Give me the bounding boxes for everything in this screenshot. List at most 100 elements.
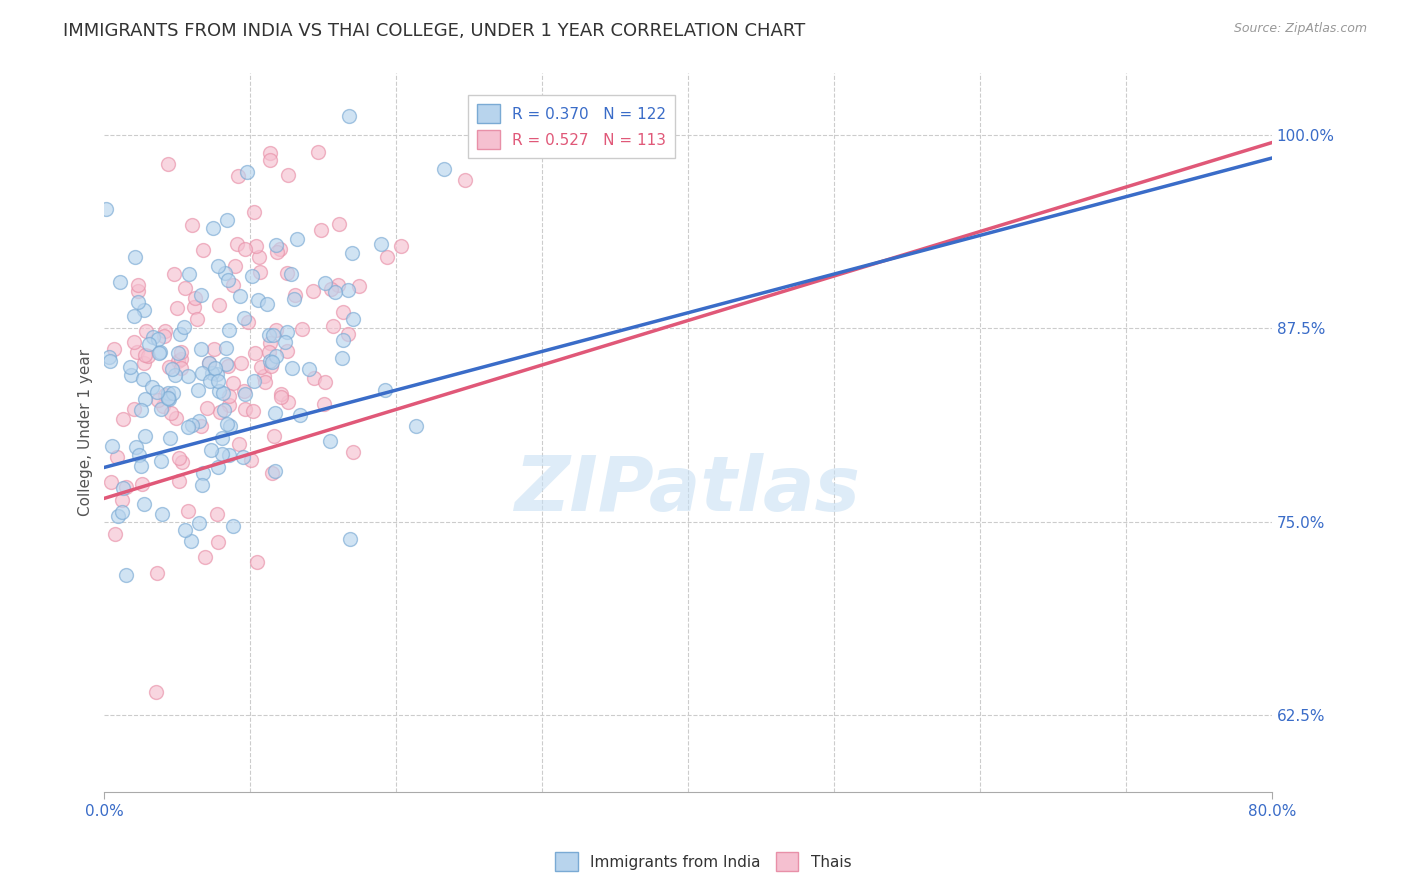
Point [181, 418, 204, 433]
Point [211, 385, 233, 400]
Point [207, 534, 229, 549]
Point [167, 354, 190, 368]
Point [243, 374, 266, 388]
Point [166, 346, 188, 360]
Point [146, 384, 169, 399]
Point [157, 391, 180, 405]
Point [122, 309, 145, 323]
Point [134, 392, 156, 406]
Point [314, 276, 336, 290]
Point [211, 432, 233, 446]
Point [156, 391, 179, 405]
Point [193, 466, 215, 480]
Point [191, 478, 214, 492]
Point [284, 288, 307, 302]
Point [328, 217, 350, 231]
Point [131, 476, 153, 491]
Point [115, 568, 138, 582]
Point [153, 329, 176, 343]
Point [247, 293, 270, 308]
Point [263, 429, 285, 443]
Point [218, 448, 240, 462]
Point [291, 322, 314, 336]
Point [124, 250, 146, 264]
Point [243, 205, 266, 219]
Point [207, 259, 229, 273]
Point [162, 361, 184, 376]
Point [198, 355, 221, 369]
Point [150, 507, 173, 521]
Point [262, 328, 284, 343]
Point [150, 401, 173, 416]
Point [264, 323, 287, 337]
Point [288, 408, 311, 422]
Point [152, 399, 174, 413]
Point [207, 459, 229, 474]
Point [233, 242, 256, 256]
Point [129, 403, 152, 417]
Point [280, 267, 302, 281]
Point [266, 245, 288, 260]
Point [249, 265, 271, 279]
Point [165, 410, 187, 425]
Point [188, 516, 211, 530]
Point [274, 334, 297, 349]
Point [148, 345, 170, 359]
Point [165, 368, 187, 382]
Point [177, 369, 200, 384]
Point [157, 392, 180, 406]
Point [187, 414, 209, 428]
Point [138, 337, 160, 351]
Point [246, 555, 269, 569]
Point [120, 368, 142, 382]
Point [191, 367, 214, 381]
Point [148, 332, 170, 346]
Point [233, 384, 256, 399]
Point [321, 282, 343, 296]
Point [195, 401, 218, 415]
Point [155, 324, 177, 338]
Point [105, 450, 128, 464]
Point [332, 304, 354, 318]
Point [134, 348, 156, 362]
Point [233, 401, 256, 416]
Point [115, 480, 138, 494]
Point [146, 393, 169, 408]
Point [132, 302, 155, 317]
Point [259, 336, 281, 351]
Point [233, 310, 256, 325]
Point [283, 292, 305, 306]
Point [314, 375, 336, 389]
Point [257, 344, 280, 359]
Point [259, 354, 281, 368]
Point [217, 273, 239, 287]
Point [208, 404, 231, 418]
Point [330, 351, 353, 365]
Point [212, 403, 235, 417]
Point [233, 387, 256, 401]
Point [103, 527, 125, 541]
Point [240, 268, 263, 283]
Point [202, 342, 225, 356]
Point [219, 419, 242, 434]
Point [347, 278, 370, 293]
Point [169, 326, 191, 341]
Point [314, 396, 336, 410]
Point [211, 446, 233, 460]
Point [204, 361, 226, 376]
Point [302, 284, 325, 298]
Legend: Immigrants from India, Thais: Immigrants from India, Thais [548, 847, 858, 877]
Point [190, 419, 212, 434]
Point [236, 315, 259, 329]
Point [183, 300, 205, 314]
Point [103, 343, 125, 357]
Point [280, 361, 302, 376]
Point [205, 367, 228, 381]
Point [170, 345, 193, 359]
Point [201, 366, 224, 380]
Point [205, 507, 228, 521]
Point [252, 368, 274, 383]
Point [277, 168, 299, 182]
Point [222, 376, 245, 390]
Point [298, 362, 321, 376]
